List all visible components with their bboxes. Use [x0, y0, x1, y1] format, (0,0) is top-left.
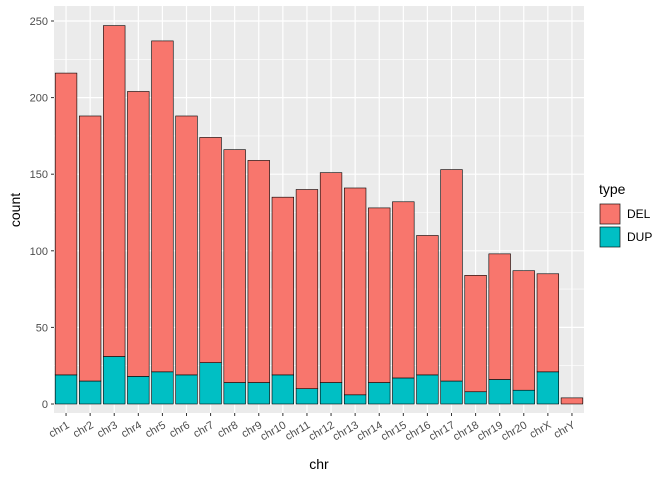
bar-dup-chr8	[223, 382, 246, 405]
x-tick-label: chrY	[552, 419, 578, 441]
bars	[54, 25, 584, 405]
bar-del-chr5	[151, 40, 174, 373]
bar-dup-chr15	[392, 377, 415, 405]
bar-dup-chr14	[368, 382, 391, 405]
bar-dup-chr20	[512, 389, 535, 405]
y-tick-label: 100	[30, 246, 48, 258]
x-tick-label: chr6	[167, 419, 192, 440]
bar-del-chr16	[416, 235, 439, 376]
y-tick-label: 50	[36, 322, 48, 334]
legend-title: type	[599, 181, 626, 197]
bar-del-chr1	[54, 72, 78, 376]
y-tick-label: 250	[30, 16, 48, 28]
bar-del-chr20	[512, 270, 535, 391]
bar-dup-chr4	[127, 376, 150, 405]
bar-del-chr4	[127, 91, 150, 377]
y-tick-label: 0	[42, 399, 48, 411]
bar-dup-chr9	[247, 382, 270, 405]
x-tick-label: chr1	[47, 419, 72, 440]
bar-del-chr17	[440, 169, 463, 382]
y-axis-title: count	[7, 193, 23, 227]
bar-del-chrX	[536, 273, 560, 373]
bar-del-chr18	[464, 275, 487, 393]
x-tick-label: chrX	[528, 419, 554, 441]
bar-del-chr7	[199, 137, 222, 363]
bar-del-chr6	[175, 115, 198, 376]
bar-dup-chr2	[78, 380, 102, 405]
y-axis: 0 50 100 150 200 250	[30, 16, 54, 411]
x-tick-label: chr20	[499, 419, 529, 443]
legend-swatch-DEL	[599, 203, 621, 225]
bar-del-chr9	[247, 160, 270, 383]
x-tick-label: chr5	[143, 419, 168, 440]
bar-dup-chr12	[319, 382, 343, 405]
bar-del-chr14	[368, 207, 391, 383]
x-axis-title: chr	[309, 456, 329, 472]
legend: type DEL DUP	[599, 181, 652, 248]
bar-del-chr2	[78, 115, 102, 382]
y-tick-label: 200	[30, 93, 48, 105]
bar-dup-chr13	[343, 394, 367, 405]
x-tick-label: chr8	[216, 419, 241, 440]
bar-dup-chr1	[54, 374, 78, 405]
bar-dup-chr6	[175, 374, 198, 405]
bar-del-chr10	[271, 196, 295, 376]
x-axis: chr1 chr2 chr3 chr4 chr5 chr6 chr7 chr8 chr9chr1…	[47, 413, 578, 443]
bar-dup-chrX	[536, 371, 560, 405]
x-tick-label: chr3	[95, 419, 120, 440]
bar-del-chr11	[295, 189, 319, 389]
bar-del-chr15	[392, 201, 415, 379]
bar-dup-chr18	[464, 391, 487, 405]
bar-del-chr3	[103, 25, 126, 357]
bar-dup-chr7	[199, 362, 222, 405]
bar-del-chrY	[560, 397, 584, 405]
bar-dup-chr5	[151, 371, 174, 405]
bar-dup-chr17	[440, 380, 463, 405]
bar-dup-chr10	[271, 374, 295, 405]
y-tick-label: 150	[30, 169, 48, 181]
bar-dup-chr3	[103, 356, 126, 405]
legend-label-DUP: DUP	[627, 230, 652, 244]
bar-dup-chr19	[488, 379, 511, 405]
bar-dup-chr16	[416, 374, 439, 405]
bar-del-chr13	[343, 187, 367, 396]
bar-del-chr12	[319, 172, 343, 383]
legend-swatch-DUP	[599, 226, 621, 248]
x-tick-label: chr7	[192, 419, 217, 440]
x-tick-label: chr2	[71, 419, 96, 440]
bar-dup-chr11	[295, 388, 319, 405]
legend-label-DEL: DEL	[627, 207, 651, 221]
bar-del-chr19	[488, 253, 511, 380]
bar-del-chr8	[223, 149, 246, 383]
x-tick-label: chr4	[119, 419, 144, 440]
